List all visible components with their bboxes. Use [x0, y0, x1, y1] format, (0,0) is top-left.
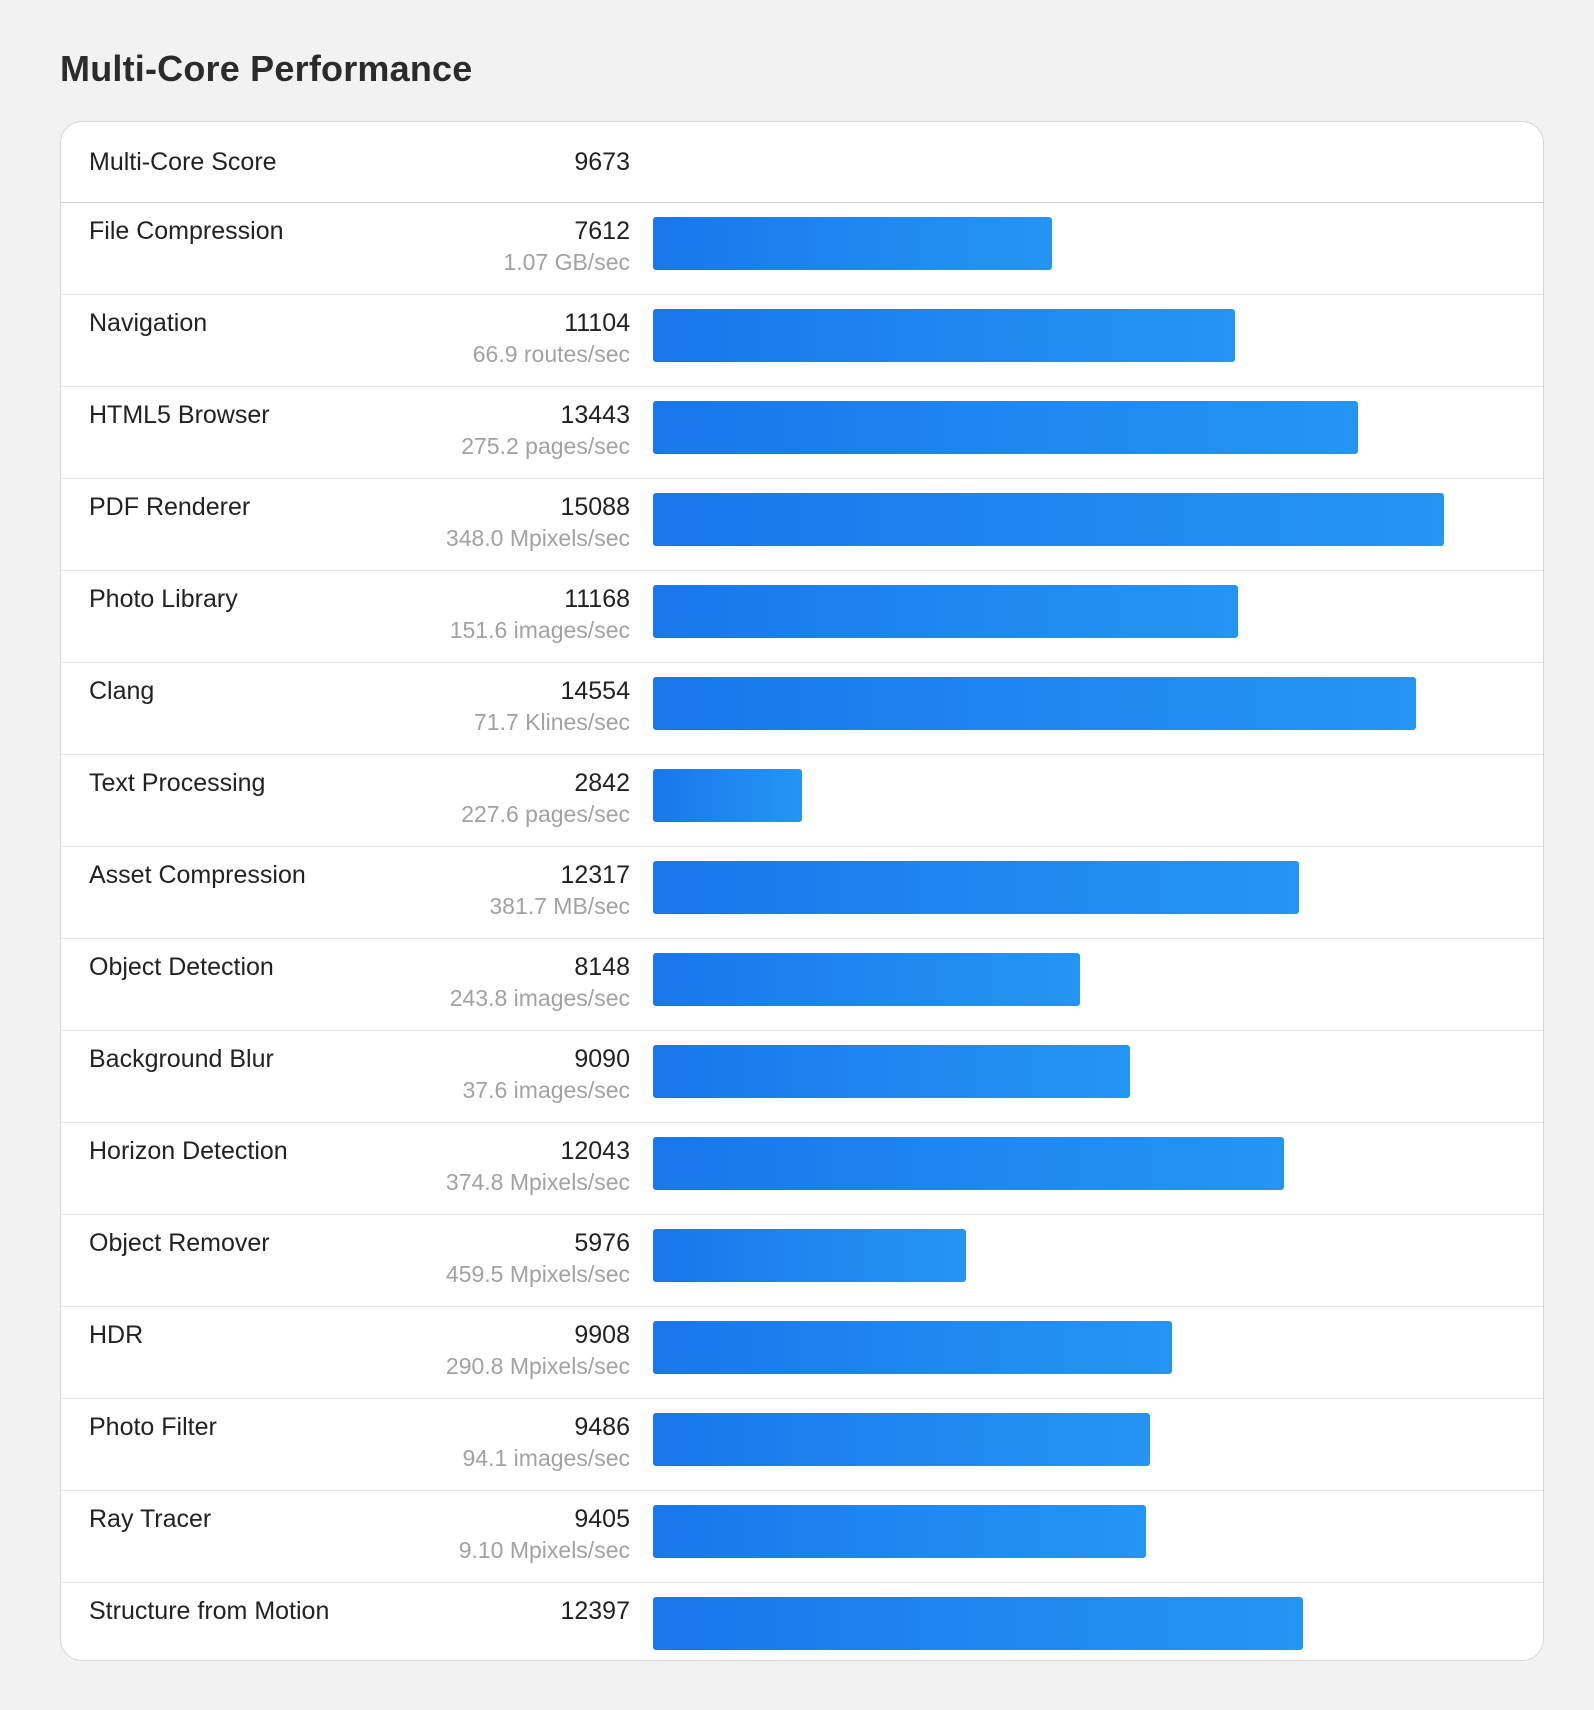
benchmark-rate: 94.1 images/sec — [462, 1445, 630, 1471]
benchmark-label: Photo Library — [89, 585, 238, 613]
benchmark-row: Photo Library 11168 151.6 images/sec — [61, 571, 1543, 663]
page-title: Multi-Core Performance — [60, 48, 473, 89]
benchmark-label: PDF Renderer — [89, 493, 251, 521]
benchmark-bar — [653, 769, 802, 822]
benchmark-label: Text Processing — [89, 769, 266, 797]
benchmark-row: Asset Compression 12317 381.7 MB/sec — [61, 847, 1543, 939]
benchmark-rate: 348.0 Mpixels/sec — [445, 525, 630, 551]
benchmark-score: 7612 — [574, 217, 630, 245]
benchmark-rate: 459.5 Mpixels/sec — [445, 1261, 630, 1287]
summary-label: Multi-Core Score — [89, 148, 277, 176]
benchmark-rate: 37.6 images/sec — [462, 1077, 630, 1103]
benchmark-label: Navigation — [89, 309, 208, 337]
benchmark-row: Clang 14554 71.7 Klines/sec — [61, 663, 1543, 755]
benchmark-row: Ray Tracer 9405 9.10 Mpixels/sec — [61, 1491, 1543, 1583]
benchmark-rate: 374.8 Mpixels/sec — [445, 1169, 630, 1195]
benchmark-label: Structure from Motion — [89, 1597, 330, 1625]
benchmark-rate: 151.6 images/sec — [449, 617, 630, 643]
benchmark-bar — [653, 493, 1444, 546]
benchmark-score: 5976 — [574, 1229, 630, 1257]
benchmark-bar — [653, 1505, 1146, 1558]
benchmark-row: Photo Filter 9486 94.1 images/sec — [61, 1399, 1543, 1491]
benchmark-rate: 381.7 MB/sec — [489, 893, 630, 919]
benchmark-rate: 9.10 Mpixels/sec — [458, 1537, 630, 1563]
benchmark-label: Ray Tracer — [89, 1505, 212, 1533]
benchmark-row: Horizon Detection 12043 374.8 Mpixels/sec — [61, 1123, 1543, 1215]
benchmark-row: Object Remover 5976 459.5 Mpixels/sec — [61, 1215, 1543, 1307]
benchmark-score: 12397 — [560, 1597, 630, 1625]
benchmark-score: 11104 — [564, 309, 630, 337]
benchmark-bar — [653, 953, 1080, 1006]
benchmark-score: 9090 — [574, 1045, 630, 1073]
benchmark-bar — [653, 401, 1358, 454]
benchmark-label: Asset Compression — [89, 861, 306, 889]
benchmark-bar — [653, 677, 1416, 730]
benchmark-row: Background Blur 9090 37.6 images/sec — [61, 1031, 1543, 1123]
benchmark-score: 12317 — [560, 861, 630, 889]
benchmark-score: 9486 — [574, 1413, 630, 1441]
benchmark-rate: 243.8 images/sec — [449, 985, 630, 1011]
benchmark-bar — [653, 861, 1299, 914]
benchmark-row: PDF Renderer 15088 348.0 Mpixels/sec — [61, 479, 1543, 571]
benchmark-score: 11168 — [564, 585, 630, 613]
benchmark-rate: 1.07 GB/sec — [503, 249, 630, 275]
benchmark-bar — [653, 309, 1235, 362]
benchmark-row: File Compression 7612 1.07 GB/sec — [61, 203, 1543, 295]
benchmark-bar — [653, 1597, 1303, 1650]
benchmark-label: Object Detection — [89, 953, 274, 981]
benchmark-score: 14554 — [560, 677, 630, 705]
benchmark-bar — [653, 585, 1238, 638]
benchmark-label: Clang — [89, 677, 155, 705]
benchmark-label: HDR — [89, 1321, 144, 1349]
benchmark-rate: 275.2 pages/sec — [461, 433, 630, 459]
benchmark-score: 13443 — [560, 401, 630, 429]
benchmark-row: HDR 9908 290.8 Mpixels/sec — [61, 1307, 1543, 1399]
benchmark-rows: File Compression 7612 1.07 GB/sec Navigatio… — [61, 203, 1543, 1660]
benchmark-label: Background Blur — [89, 1045, 274, 1073]
benchmark-label: Photo Filter — [89, 1413, 217, 1441]
benchmark-row: HTML5 Browser 13443 275.2 pages/sec — [61, 387, 1543, 479]
benchmark-score: 12043 — [560, 1137, 630, 1165]
benchmark-bar — [653, 1321, 1172, 1374]
benchmark-row: Text Processing 2842 227.6 pages/sec — [61, 755, 1543, 847]
benchmark-row: Structure from Motion 12397 — [61, 1583, 1543, 1660]
benchmark-row: Object Detection 8148 243.8 images/sec — [61, 939, 1543, 1031]
benchmark-bar — [653, 1045, 1130, 1098]
summary-row: Multi-Core Score 9673 — [61, 122, 1543, 203]
benchmark-bar — [653, 217, 1052, 270]
benchmark-bar — [653, 1229, 966, 1282]
benchmark-rate: 71.7 Klines/sec — [474, 709, 630, 735]
benchmark-rate: 290.8 Mpixels/sec — [445, 1353, 630, 1379]
benchmark-score: 2842 — [574, 769, 630, 797]
benchmark-score: 9908 — [574, 1321, 630, 1349]
benchmark-score: 9405 — [574, 1505, 630, 1533]
benchmark-rate: 227.6 pages/sec — [461, 801, 630, 827]
benchmark-row: Navigation 11104 66.9 routes/sec — [61, 295, 1543, 387]
summary-score: 9673 — [574, 148, 630, 176]
benchmark-label: File Compression — [89, 217, 284, 245]
benchmark-card: Multi-Core Score 9673 File Compression 76… — [60, 121, 1544, 1661]
benchmark-bar — [653, 1137, 1284, 1190]
benchmark-score: 15088 — [560, 493, 630, 521]
benchmark-rate: 66.9 routes/sec — [472, 341, 630, 367]
benchmark-score: 8148 — [574, 953, 630, 981]
benchmark-label: Object Remover — [89, 1229, 270, 1257]
benchmark-label: Horizon Detection — [89, 1137, 288, 1165]
benchmark-bar — [653, 1413, 1150, 1466]
benchmark-label: HTML5 Browser — [89, 401, 270, 429]
